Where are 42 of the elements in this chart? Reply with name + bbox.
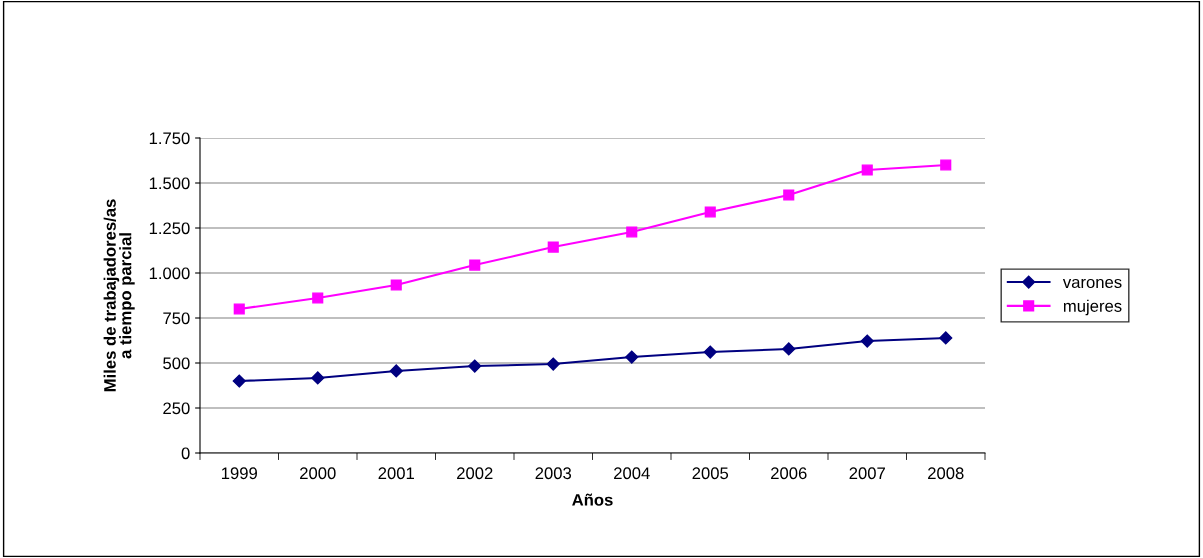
y-tick-label: 1.250 bbox=[149, 222, 190, 235]
point bbox=[860, 334, 874, 348]
point bbox=[940, 159, 952, 171]
y-tick-label: 0 bbox=[181, 447, 190, 460]
x-tick-label: 2008 bbox=[928, 467, 964, 480]
x-tick-label: 2007 bbox=[849, 467, 885, 480]
y-tick-label: 250 bbox=[163, 402, 190, 415]
x-tick-label: 2006 bbox=[771, 467, 807, 480]
legend-label: mujeres bbox=[1063, 299, 1122, 316]
x-axis-title: Años bbox=[572, 493, 613, 506]
x-tick-label: 1999 bbox=[221, 467, 257, 480]
y-tick-label: 1.750 bbox=[149, 132, 190, 145]
point bbox=[625, 350, 639, 364]
y-tick-label: 1.000 bbox=[149, 267, 190, 280]
point bbox=[939, 331, 953, 345]
point bbox=[547, 241, 559, 253]
y-tick-label: 750 bbox=[163, 312, 190, 325]
point bbox=[782, 342, 796, 356]
point bbox=[232, 374, 246, 388]
y-tick-label: 500 bbox=[163, 357, 190, 370]
point bbox=[469, 259, 481, 271]
x-tick-label: 2000 bbox=[300, 467, 336, 480]
point bbox=[704, 206, 716, 218]
x-tick-label: 2004 bbox=[614, 467, 650, 480]
point bbox=[390, 279, 402, 291]
x-tick-label: 2005 bbox=[692, 467, 729, 480]
y-axis-title: Miles de trabajadores/as a tiempo parcial bbox=[103, 199, 135, 392]
x-tick-label: 2002 bbox=[457, 467, 493, 480]
point bbox=[546, 357, 560, 371]
point bbox=[468, 359, 482, 373]
point bbox=[389, 364, 403, 378]
x-tick-label: 2001 bbox=[378, 467, 414, 480]
point bbox=[861, 164, 873, 176]
point bbox=[233, 303, 245, 315]
point bbox=[783, 189, 795, 201]
x-tick-label: 2003 bbox=[535, 467, 572, 480]
point bbox=[626, 226, 638, 238]
point bbox=[312, 292, 324, 304]
y-tick-label: 1.500 bbox=[149, 177, 190, 190]
point bbox=[703, 345, 717, 359]
legend-label: varones bbox=[1062, 278, 1122, 289]
point bbox=[311, 371, 325, 385]
